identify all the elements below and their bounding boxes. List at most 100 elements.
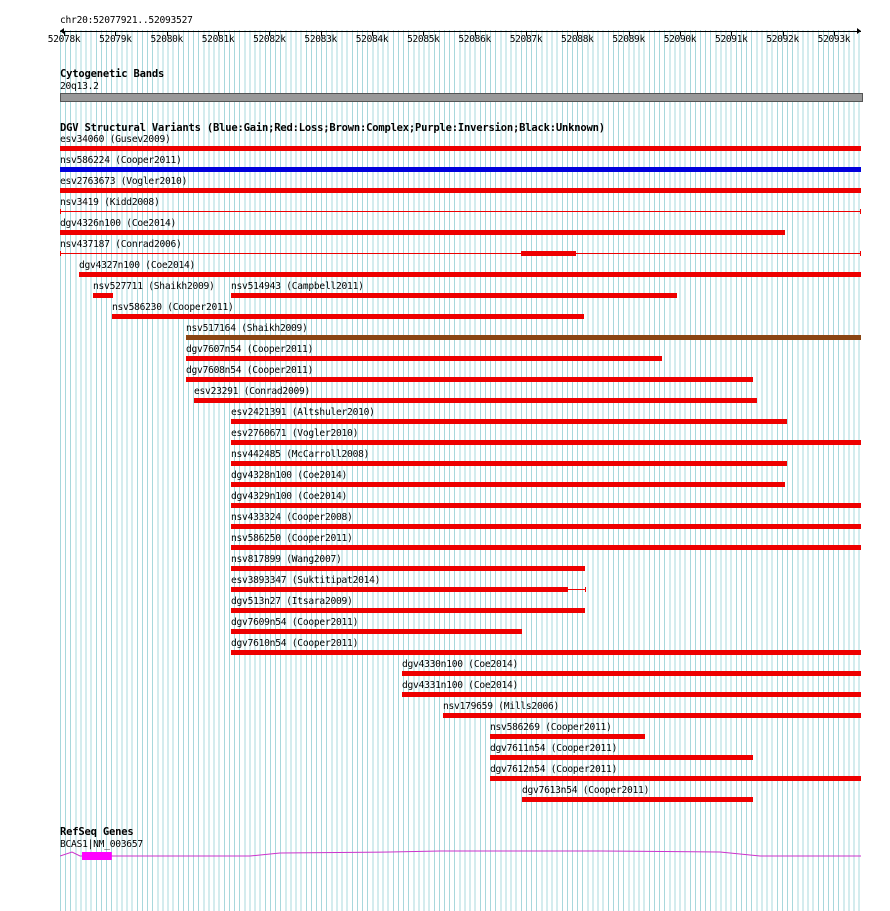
variant-bar[interactable] (490, 755, 754, 760)
variant-end-cap (60, 251, 61, 256)
variant-label[interactable]: dgv4328n100 (Coe2014) (231, 470, 348, 481)
ruler-tick (321, 31, 322, 36)
variant-bar[interactable] (60, 230, 786, 235)
variant-label[interactable]: dgv7609n54 (Cooper2011) (231, 617, 359, 628)
variant-label[interactable]: dgv7613n54 (Cooper2011) (522, 785, 650, 796)
variant-label[interactable]: dgv7607n54 (Cooper2011) (186, 344, 314, 355)
variant-label[interactable]: dgv4327n100 (Coe2014) (79, 260, 196, 271)
variant-bar[interactable] (79, 272, 861, 277)
ruler-gridlines (60, 30, 861, 911)
variant-end-cap (584, 587, 586, 592)
variant-bar[interactable] (230, 440, 861, 445)
variant-bar[interactable] (230, 419, 787, 424)
refseq-track-header[interactable]: RefSeq Genes (60, 826, 134, 838)
variant-label[interactable]: dgv4329n100 (Coe2014) (231, 491, 348, 502)
variant-label[interactable]: nsv442485 (McCarroll2008) (231, 449, 370, 460)
variant-bar[interactable] (230, 650, 861, 655)
variant-bar[interactable] (230, 566, 585, 571)
variant-bar[interactable] (92, 293, 114, 298)
ruler-tick-label: 52087k (509, 34, 543, 45)
dgv-track-header[interactable]: DGV Structural Variants (Blue:Gain;Red:L… (60, 122, 605, 134)
variant-label[interactable]: dgv7611n54 (Cooper2011) (490, 743, 618, 754)
ruler-tick (115, 31, 116, 36)
variant-bar[interactable] (230, 482, 786, 487)
variant-bar[interactable] (490, 734, 646, 739)
gene-label: BCAS1|NM_003657 (60, 839, 143, 850)
variant-label[interactable]: esv23291 (Conrad2009) (194, 386, 311, 397)
variant-label[interactable]: nsv817899 (Wang2007) (231, 554, 342, 565)
variant-bar[interactable] (230, 293, 677, 298)
variant-bar[interactable] (60, 211, 861, 212)
variant-label[interactable]: dgv4326n100 (Coe2014) (60, 218, 177, 229)
cytoband-label: 20q13.2 (60, 81, 99, 92)
variant-label[interactable]: esv2760671 (Vogler2010) (231, 428, 359, 439)
variant-bar[interactable] (185, 335, 861, 340)
variant-label[interactable]: esv2421391 (Altshuler2010) (231, 407, 375, 418)
variant-bar[interactable] (230, 545, 861, 550)
variant-bar[interactable] (230, 629, 523, 634)
variant-bar[interactable] (230, 503, 861, 508)
variant-bar[interactable] (230, 587, 569, 592)
variant-tail (568, 589, 586, 590)
variant-bar[interactable] (522, 797, 754, 802)
ruler-tick-label: 52093k (817, 34, 851, 45)
position-label: chr20:52077921..52093527 (60, 15, 193, 26)
variant-label[interactable]: nsv586224 (Cooper2011) (60, 155, 182, 166)
variant-label[interactable]: esv34060 (Gusev2009) (60, 134, 171, 145)
variant-bar[interactable] (185, 356, 662, 361)
ruler-tick (269, 31, 270, 36)
ruler-tick (167, 31, 168, 36)
ruler-tick (783, 31, 784, 36)
ruler-tick-label: 52083k (304, 34, 337, 45)
variant-bar[interactable] (401, 692, 861, 697)
variant-label[interactable]: dgv4330n100 (Coe2014) (402, 659, 519, 670)
variant-label[interactable]: nsv3419 (Kidd2008) (60, 197, 160, 208)
ruler-tick-label: 52090k (663, 34, 697, 45)
variant-label[interactable]: dgv7610n54 (Cooper2011) (231, 638, 359, 649)
ruler-tick (680, 31, 681, 36)
variant-label[interactable]: nsv517164 (Shaikh2009) (186, 323, 308, 334)
variant-bar[interactable] (194, 398, 758, 403)
variant-bar[interactable] (185, 377, 754, 382)
variant-label[interactable]: nsv179659 (Mills2006) (443, 701, 560, 712)
variant-label[interactable]: esv2763673 (Vogler2010) (60, 176, 188, 187)
ruler-tick (834, 31, 835, 36)
ruler-tick-label: 52089k (612, 34, 645, 45)
variant-label[interactable]: nsv586269 (Cooper2011) (490, 722, 612, 733)
ruler-axis[interactable] (60, 31, 861, 32)
variant-bar[interactable] (60, 167, 861, 172)
variant-label[interactable]: dgv7612n54 (Cooper2011) (490, 764, 618, 775)
variant-label[interactable]: esv3893347 (Suktitipat2014) (231, 575, 381, 586)
variant-bar[interactable] (230, 608, 585, 613)
variant-bar[interactable] (230, 524, 861, 529)
variant-bar[interactable] (60, 146, 861, 151)
variant-bar[interactable] (60, 253, 861, 254)
gene-intron-line (60, 850, 861, 857)
gene-exon[interactable] (82, 852, 112, 860)
gene-model[interactable] (60, 848, 862, 862)
variant-block[interactable] (520, 251, 576, 256)
variant-end-cap (60, 209, 61, 214)
variant-bar[interactable] (111, 314, 585, 319)
variant-bar[interactable] (442, 713, 861, 718)
ruler-tick (577, 31, 578, 36)
variant-bar[interactable] (490, 776, 861, 781)
variant-label[interactable]: dgv7608n54 (Cooper2011) (186, 365, 314, 376)
ruler-tick (218, 31, 219, 36)
variant-label[interactable]: nsv437187 (Conrad2006) (60, 239, 182, 250)
cytoband-track-header[interactable]: Cytogenetic Bands (60, 68, 165, 80)
cytoband-bar[interactable] (60, 93, 863, 102)
variant-label[interactable]: nsv527711 (Shaikh2009) (93, 281, 215, 292)
ruler-tick (372, 31, 373, 36)
ruler-tick-label: 52091k (715, 34, 748, 45)
variant-label[interactable]: nsv514943 (Campbell2011) (231, 281, 364, 292)
variant-label[interactable]: dgv4331n100 (Coe2014) (402, 680, 519, 691)
variant-bar[interactable] (401, 671, 861, 676)
variant-bar[interactable] (230, 461, 787, 466)
variant-label[interactable]: nsv433324 (Cooper2008) (231, 512, 353, 523)
variant-label[interactable]: nsv586230 (Cooper2011) (112, 302, 234, 313)
variant-bar[interactable] (60, 188, 861, 193)
variant-label[interactable]: nsv586250 (Cooper2011) (231, 533, 353, 544)
variant-label[interactable]: dgv513n27 (Itsara2009) (231, 596, 353, 607)
